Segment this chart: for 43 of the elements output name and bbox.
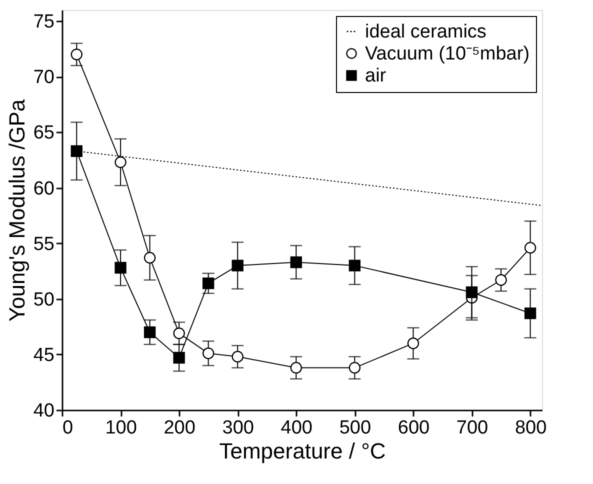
point bbox=[70, 48, 82, 60]
legend-label: Vacuum (10⁻⁵mbar) bbox=[365, 44, 530, 64]
point bbox=[524, 242, 536, 254]
point bbox=[290, 362, 302, 374]
point bbox=[202, 277, 214, 290]
point bbox=[114, 156, 126, 168]
y-tick-label: 65 bbox=[33, 122, 54, 144]
x-tick-label: 0 bbox=[62, 418, 74, 438]
y-tick-label: 60 bbox=[33, 178, 54, 200]
y-tick-label: 45 bbox=[33, 344, 54, 366]
legend-label: ideal ceramics bbox=[365, 22, 486, 42]
x-tick-label: 700 bbox=[456, 418, 488, 438]
x-tick-label: 100 bbox=[105, 418, 137, 438]
point bbox=[173, 328, 185, 340]
y-tick-label: 70 bbox=[33, 67, 54, 88]
legend-label: air bbox=[365, 66, 387, 86]
point bbox=[232, 350, 244, 362]
point bbox=[524, 307, 536, 320]
x-tick-label: 500 bbox=[339, 418, 372, 438]
y-tick-label: 75 bbox=[33, 12, 54, 33]
point bbox=[144, 326, 156, 338]
x-tick-label: 300 bbox=[222, 418, 254, 438]
point bbox=[144, 252, 156, 264]
x-tick-label: 800 bbox=[514, 418, 547, 438]
y-tick-label: 50 bbox=[33, 289, 54, 310]
point bbox=[407, 338, 420, 350]
point bbox=[232, 260, 244, 272]
point bbox=[348, 260, 361, 272]
x-tick-label: 400 bbox=[280, 418, 312, 438]
point bbox=[348, 362, 361, 374]
point bbox=[466, 286, 478, 298]
point bbox=[114, 262, 126, 274]
x-tick-label: 200 bbox=[164, 418, 196, 438]
point bbox=[202, 348, 214, 360]
point bbox=[495, 274, 507, 286]
x-tick-label: 600 bbox=[398, 418, 430, 438]
y-axis-title: Young's Modulus /GPa bbox=[4, 98, 30, 322]
point bbox=[70, 145, 82, 157]
y-tick-label: 55 bbox=[33, 234, 54, 255]
x-axis-title: Temperature / °C bbox=[219, 438, 386, 464]
point bbox=[173, 352, 185, 364]
point bbox=[290, 256, 302, 268]
y-tick-label: 40 bbox=[33, 400, 54, 422]
